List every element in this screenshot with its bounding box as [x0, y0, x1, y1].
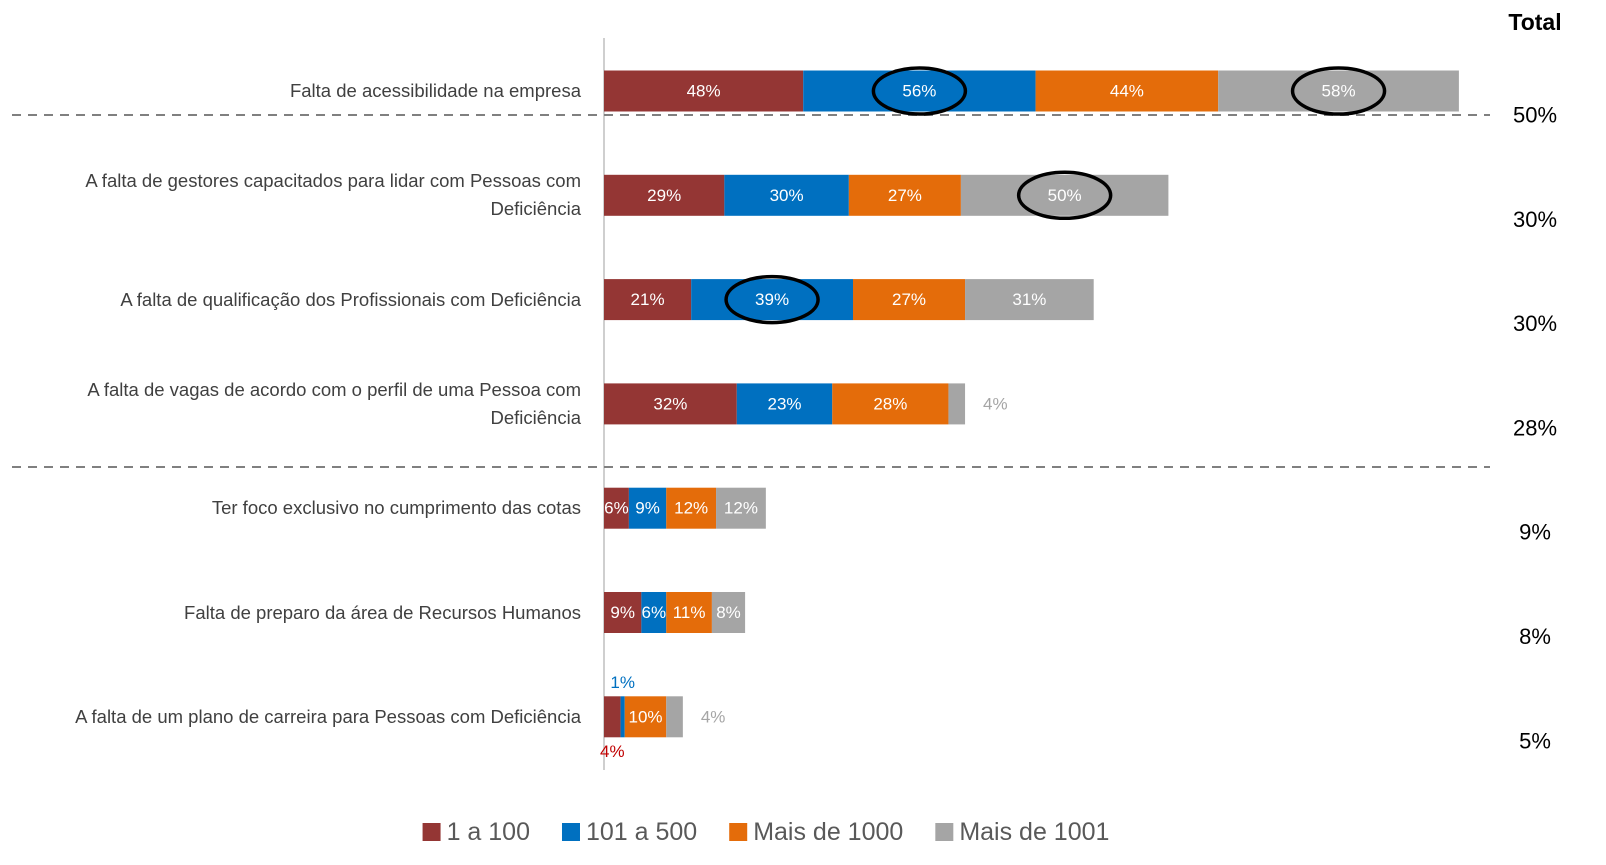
- category-label: A falta de qualificação dos Profissionai…: [120, 288, 581, 310]
- total-label: 8%: [1519, 624, 1551, 649]
- bar-segment: [604, 279, 692, 321]
- value-label: 31%: [1012, 290, 1046, 309]
- value-label: 28%: [873, 394, 907, 413]
- bar-segment: [604, 383, 737, 425]
- highlight: [1290, 66, 1387, 116]
- legend-swatch: [422, 823, 441, 841]
- value-label: 32%: [653, 394, 687, 413]
- bar-segment: [853, 279, 966, 321]
- bar-segment: [666, 487, 717, 529]
- bar-segment: [666, 696, 683, 738]
- value-label: 11%: [673, 603, 706, 622]
- category-label: Ter foco exclusivo no cumprimento das co…: [211, 497, 581, 519]
- value-label: 6%: [604, 499, 629, 518]
- legend-swatch: [561, 823, 580, 841]
- bar-segment: [711, 592, 746, 633]
- value-label: 4%: [983, 394, 1008, 413]
- value-label: 12%: [674, 499, 708, 518]
- bar-segment: [624, 696, 667, 738]
- bar-segment: [666, 592, 712, 633]
- value-label: 23%: [768, 394, 802, 413]
- bar-segment: [1218, 70, 1459, 112]
- value-label: 10%: [628, 707, 662, 726]
- value-label: 44%: [1110, 82, 1144, 101]
- value-label: 56%: [902, 82, 936, 101]
- category-label: A falta de vagas de acordo com o perfil …: [87, 378, 581, 428]
- legend-label: 101 a 500: [586, 818, 697, 846]
- total-label: 5%: [1519, 728, 1551, 753]
- value-label: 4%: [600, 742, 625, 761]
- value-label: 29%: [647, 186, 681, 205]
- bar-segment: [832, 383, 949, 425]
- total-label: 9%: [1519, 520, 1551, 545]
- bar-segment: [691, 279, 853, 321]
- bar-segment: [1035, 70, 1219, 112]
- bar-segment: [628, 487, 667, 529]
- value-label: 27%: [892, 290, 926, 309]
- category-label: A falta de um plano de carreira para Pes…: [75, 705, 581, 727]
- legend-label: 1 a 100: [447, 818, 530, 846]
- value-label: 1%: [610, 673, 635, 692]
- value-label: 27%: [888, 186, 922, 205]
- value-label: 9%: [635, 499, 660, 518]
- value-label: 50%: [1048, 186, 1082, 205]
- highlight: [871, 66, 968, 116]
- highlight: [724, 274, 820, 325]
- value-label: 9%: [610, 603, 635, 622]
- bar-segment: [620, 696, 625, 738]
- totals-header: Total: [1508, 9, 1561, 35]
- total-label: 30%: [1513, 207, 1557, 232]
- value-label: 12%: [724, 499, 758, 518]
- bar-segment: [724, 174, 849, 216]
- total-label: 28%: [1513, 415, 1557, 440]
- category-label: A falta de gestores capacitados para lid…: [85, 170, 581, 220]
- bar-segment: [604, 592, 642, 633]
- bar-segment: [604, 696, 621, 738]
- value-label: 58%: [1322, 82, 1356, 101]
- bar-segment: [604, 487, 629, 529]
- value-label: 21%: [631, 290, 665, 309]
- bar-segment: [948, 383, 966, 425]
- bar-segment: [604, 174, 725, 216]
- bar-segment: [716, 487, 766, 529]
- highlight: [1016, 170, 1113, 221]
- category-label: Falta de preparo da área de Recursos Hum…: [184, 601, 581, 623]
- category-label: Falta de acessibilidade na empresa: [289, 80, 581, 101]
- bar-segment: [604, 70, 804, 112]
- bar-segment: [803, 70, 1036, 112]
- total-label: 50%: [1513, 103, 1557, 128]
- bar-segment: [960, 174, 1169, 216]
- value-label: 4%: [701, 707, 726, 726]
- bar-segment: [848, 174, 961, 216]
- total-label: 30%: [1513, 311, 1557, 336]
- value-label: 30%: [770, 186, 804, 205]
- bar-segment: [965, 279, 1094, 321]
- legend-label: Mais de 1000: [753, 818, 903, 846]
- value-label: 39%: [755, 290, 789, 309]
- legend-swatch: [729, 823, 748, 841]
- value-label: 6%: [642, 603, 667, 622]
- bar-segment: [736, 383, 833, 425]
- value-label: 48%: [687, 82, 721, 101]
- value-label: 8%: [716, 603, 741, 622]
- bar-segment: [641, 592, 667, 633]
- legend-swatch: [935, 823, 954, 841]
- legend-label: Mais de 1001: [959, 818, 1109, 846]
